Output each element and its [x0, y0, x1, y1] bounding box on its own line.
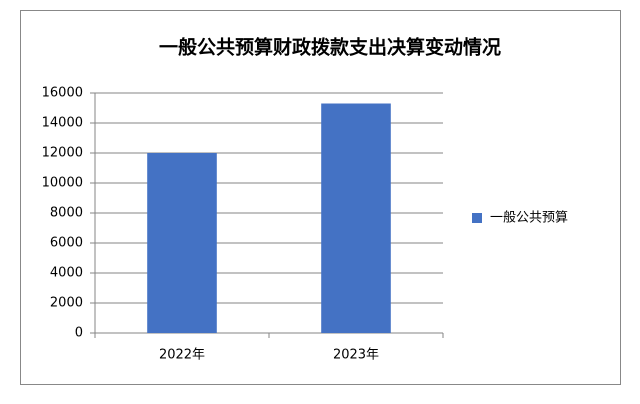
x-tick-label: 2022年: [159, 348, 205, 363]
y-tick-label: 14000: [42, 116, 83, 131]
legend-label: 一般公共预算: [490, 210, 568, 226]
legend-swatch: [472, 213, 482, 223]
y-tick-label: 10000: [42, 176, 83, 191]
x-tick-label: 2023年: [333, 348, 379, 363]
y-tick-label: 16000: [42, 86, 83, 101]
y-tick-label: 0: [75, 326, 83, 341]
y-tick-label: 8000: [50, 206, 83, 221]
bar: [321, 103, 391, 333]
y-tick-label: 12000: [42, 146, 83, 161]
y-tick-label: 2000: [50, 296, 83, 311]
y-tick-label: 6000: [50, 236, 83, 251]
bar: [147, 153, 217, 333]
chart-border: [20, 10, 621, 385]
chart-title: 一般公共预算财政拨款支出决算变动情况: [159, 36, 501, 59]
y-tick-label: 4000: [50, 266, 83, 281]
